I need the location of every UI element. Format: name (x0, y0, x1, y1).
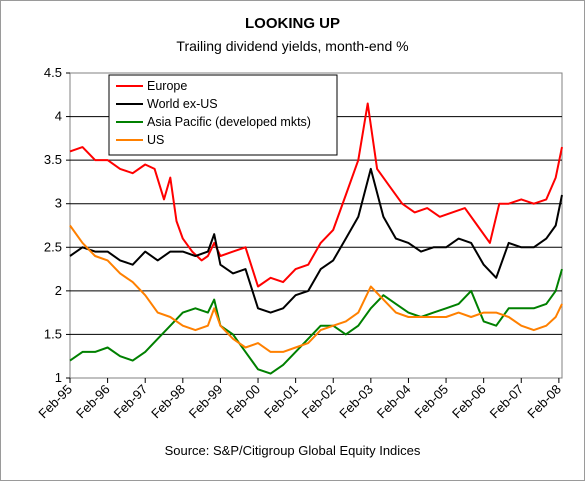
series-line-1 (69, 167, 563, 314)
y-tick-label: 4.5 (44, 65, 62, 80)
series-line-0 (69, 102, 563, 288)
x-tick-label: Feb-04 (374, 382, 414, 422)
y-axis: 1 1.5 2 2.5 3 3.5 4 4.5 (44, 65, 70, 385)
x-tick-label: Feb-02 (299, 382, 339, 422)
x-tick-label: Feb-95 (35, 382, 75, 422)
y-tick-label: 2 (55, 283, 62, 298)
x-tick-label: Feb-99 (186, 382, 226, 422)
y-tick-label: 1.5 (44, 326, 62, 341)
series-line-2 (69, 268, 563, 375)
legend-label: World ex-US (147, 97, 218, 111)
x-tick-label: Feb-01 (261, 382, 301, 422)
y-tick-label: 3.5 (44, 152, 62, 167)
legend-label: US (147, 133, 164, 147)
x-tick-label: Feb-97 (111, 382, 151, 422)
x-tick-label: Feb-06 (449, 382, 489, 422)
y-tick-label: 4 (55, 109, 62, 124)
x-tick-label: Feb-08 (524, 382, 564, 422)
x-tick-label: Feb-00 (223, 382, 263, 422)
x-axis: Feb-95Feb-96Feb-97Feb-98Feb-99Feb-00Feb-… (35, 378, 564, 421)
series-lines (69, 102, 563, 375)
chart-title: LOOKING UP (244, 15, 340, 32)
legend-label: Asia Pacific (developed mkts) (147, 115, 311, 129)
x-tick-label: Feb-07 (487, 382, 527, 422)
y-tick-label: 2.5 (44, 239, 62, 254)
x-tick-label: Feb-05 (411, 382, 451, 422)
legend-label: Europe (147, 79, 187, 93)
chart-source: Source: S&P/Citigroup Global Equity Indi… (164, 443, 421, 458)
x-tick-label: Feb-96 (73, 382, 113, 422)
series-line-3 (69, 224, 563, 353)
chart-subtitle: Trailing dividend yields, month-end % (176, 38, 409, 54)
legend: Europe World ex-US Asia Pacific (developed… (108, 74, 338, 156)
y-tick-label: 1 (55, 370, 62, 385)
x-tick-label: Feb-98 (148, 382, 188, 422)
x-tick-label: Feb-03 (336, 382, 376, 422)
y-tick-label: 3 (55, 196, 62, 211)
legend-box (108, 74, 338, 156)
